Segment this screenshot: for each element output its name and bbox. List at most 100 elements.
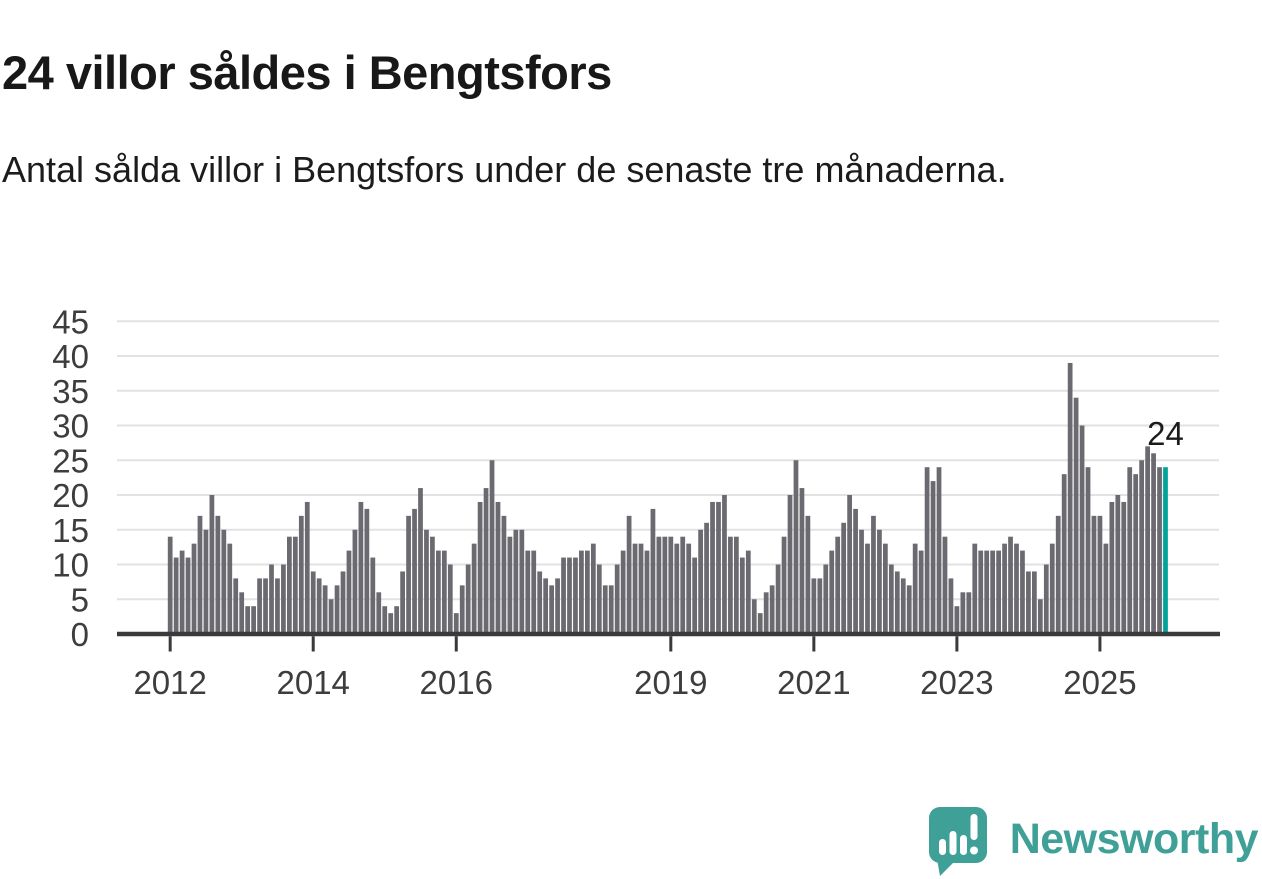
bar <box>275 578 280 634</box>
bar <box>960 592 966 634</box>
bar <box>352 529 358 634</box>
y-tick-label: 40 <box>52 338 89 375</box>
bar <box>650 508 656 634</box>
bar <box>340 571 346 634</box>
bar <box>573 557 578 634</box>
bar <box>805 515 811 634</box>
bar <box>525 550 531 634</box>
bar <box>483 488 489 634</box>
bar <box>1085 467 1091 634</box>
bar <box>1061 474 1067 634</box>
bar <box>346 550 352 634</box>
bar <box>704 522 709 634</box>
bar <box>823 564 829 634</box>
bar <box>883 543 888 634</box>
bar <box>757 613 763 634</box>
bar <box>197 515 203 634</box>
bar <box>793 460 799 634</box>
bar <box>310 571 316 634</box>
x-tick-label: 2023 <box>920 664 993 701</box>
bar <box>859 529 864 634</box>
bar <box>996 550 1001 634</box>
bar <box>1049 543 1055 634</box>
bar <box>1139 460 1145 634</box>
bar <box>531 550 537 634</box>
bar <box>751 599 757 634</box>
bar <box>227 543 233 634</box>
x-tick-label: 2019 <box>634 664 707 701</box>
bar <box>692 557 698 634</box>
bar <box>626 515 632 634</box>
bar <box>644 550 650 634</box>
bar <box>674 543 680 634</box>
bar <box>412 508 417 634</box>
bar <box>966 592 972 634</box>
bar <box>358 501 364 634</box>
y-tick-label: 45 <box>52 303 89 340</box>
y-tick-label: 25 <box>52 442 89 479</box>
bar <box>1037 599 1043 634</box>
bar <box>590 543 596 634</box>
bar <box>257 578 262 634</box>
bar <box>304 501 310 634</box>
bar <box>668 536 674 634</box>
bar <box>543 578 549 634</box>
bar <box>888 564 894 634</box>
bar <box>441 550 447 634</box>
y-tick-label: 30 <box>52 408 89 445</box>
bar <box>1127 467 1133 634</box>
bar <box>489 460 495 634</box>
bar <box>513 529 519 634</box>
bar <box>376 592 382 634</box>
bar <box>686 543 692 634</box>
bar <box>787 495 793 634</box>
bar <box>269 564 274 634</box>
bar <box>447 564 453 634</box>
y-tick-label: 15 <box>52 512 89 549</box>
bar <box>519 529 525 634</box>
bar <box>364 508 370 634</box>
bar <box>1014 543 1019 634</box>
bar <box>1103 543 1109 634</box>
bar <box>739 557 745 634</box>
bar <box>620 550 626 634</box>
bar <box>1073 397 1079 634</box>
bar <box>1043 564 1049 634</box>
x-tick-label: 2025 <box>1063 664 1136 701</box>
bar <box>954 606 960 634</box>
x-tick-label: 2016 <box>420 664 493 701</box>
newsworthy-logo-icon <box>928 807 987 876</box>
bar <box>734 536 739 634</box>
bar <box>430 536 435 634</box>
bar <box>632 543 638 634</box>
bar <box>185 557 191 634</box>
bar <box>495 501 501 634</box>
bar <box>1002 543 1007 634</box>
x-tick-label: 2012 <box>133 664 206 701</box>
page-title: 24 villor såldes i Bengtsfors <box>2 46 612 100</box>
bar <box>799 488 805 634</box>
bar <box>292 536 298 634</box>
bar <box>1115 495 1121 634</box>
bar <box>424 529 429 634</box>
bar <box>453 613 459 634</box>
bar <box>585 550 590 634</box>
bar <box>418 488 423 634</box>
bar <box>1020 550 1025 634</box>
bar <box>847 495 852 634</box>
bar <box>1032 571 1037 634</box>
bar <box>656 536 662 634</box>
bar <box>835 536 841 634</box>
bar <box>829 550 835 634</box>
bar <box>1026 571 1031 634</box>
bar <box>602 585 608 634</box>
x-tick-label: 2014 <box>277 664 350 701</box>
bar <box>710 501 715 634</box>
footer-brand: Newsworthy <box>923 802 1259 876</box>
bar <box>537 571 543 634</box>
bar <box>990 550 996 634</box>
bar <box>817 578 823 634</box>
bar <box>698 529 703 634</box>
bar <box>811 578 817 634</box>
